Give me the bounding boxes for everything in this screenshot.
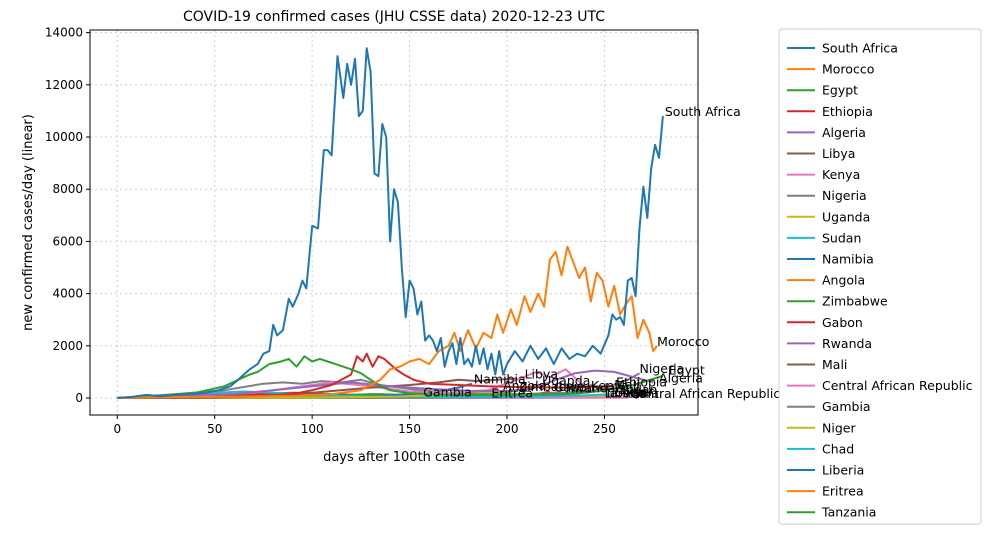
legend-entry-label: Tanzania: [821, 505, 876, 520]
legend-entry-label: Nigeria: [822, 188, 867, 203]
legend-entry-label: Kenya: [822, 167, 860, 182]
series-end-label: Uganda: [542, 373, 590, 388]
legend-entry-label: Gabon: [822, 315, 863, 330]
x-tick-label: 50: [207, 422, 222, 436]
series-line: [117, 245, 658, 399]
x-axis-ticks: 0 50 100 150 200 250: [113, 415, 616, 436]
x-tick-label: 250: [593, 422, 616, 436]
legend-entry-label: South Africa: [822, 41, 898, 56]
series-end-label: Algeria: [659, 370, 703, 385]
y-axis-ticks: 0 2000 4000 6000 8000 10000 12000 14000: [45, 26, 90, 405]
y-tick-label: 8000: [52, 182, 83, 196]
legend-entry-label: Sudan: [822, 230, 861, 245]
series-end-label: Mali: [614, 377, 639, 392]
legend-entry-label: Liberia: [822, 463, 864, 478]
series-end-label: Nigeria: [640, 361, 685, 376]
series-end-label: Libya: [525, 366, 558, 381]
series-end-label: Angola: [503, 378, 546, 393]
y-tick-label: 10000: [45, 130, 83, 144]
legend-entry-label: Eritrea: [822, 484, 864, 499]
legend-entry-label: Algeria: [822, 125, 866, 140]
legend: South Africa Morocco Egypt Ethiopia Algeria L…: [778, 28, 982, 525]
series-end-label: Tanzania: [603, 385, 658, 400]
series-line: [117, 352, 615, 399]
y-axis-label: new confirmed cases/day (linear): [21, 114, 36, 331]
series-end-label: Morocco: [657, 334, 709, 349]
legend-entry-label: Angola: [822, 273, 865, 288]
series-end-label: Central African Republic: [630, 386, 781, 401]
series-lines: [117, 47, 664, 399]
series-end-label: Gambia: [423, 385, 472, 400]
legend-entry-label: Zimbabwe: [822, 294, 888, 309]
legend-entry-label: Gambia: [822, 399, 871, 414]
y-tick-label: 2000: [52, 339, 83, 353]
legend-entry-label: Libya: [822, 146, 855, 161]
series-line: [117, 369, 654, 399]
legend-entry-label: Niger: [822, 420, 856, 435]
x-tick-label: 200: [496, 422, 519, 436]
series-end-label: Chad: [614, 385, 646, 400]
y-tick-label: 0: [75, 391, 83, 405]
legend-entry-label: Egypt: [822, 83, 858, 98]
legend-entry-label: Mali: [822, 357, 847, 372]
legend-entry-label: Ethiopia: [822, 104, 873, 119]
legend-entry-label: Namibia: [822, 252, 874, 267]
series-end-label: Sudan: [618, 382, 657, 397]
series-line: [117, 47, 664, 399]
legend-entry-label: Uganda: [822, 209, 870, 224]
legend-entry-label: Chad: [822, 441, 854, 456]
series-end-label: Egypt: [669, 363, 705, 378]
x-tick-label: 0: [113, 422, 121, 436]
y-tick-label: 14000: [45, 26, 83, 40]
grid: [90, 30, 698, 415]
legend-entry-label: Morocco: [822, 62, 874, 77]
series-end-label: Namibia: [474, 372, 526, 387]
legend-entry-label: Central African Republic: [822, 378, 973, 393]
series-end-label: Niger: [620, 384, 654, 399]
chart-title: COVID-19 confirmed cases (JHU CSSE data)…: [183, 9, 605, 25]
series-end-label: Kenya: [591, 378, 629, 393]
series-end-label: Gabon: [554, 380, 595, 395]
series-end-label: Rwanda: [565, 380, 615, 395]
x-tick-label: 100: [301, 422, 324, 436]
x-tick-label: 150: [398, 422, 421, 436]
series-end-label: South Africa: [665, 104, 741, 119]
y-tick-label: 6000: [52, 234, 83, 248]
legend-box: [778, 28, 982, 525]
series-end-label: Eritrea: [491, 385, 533, 400]
series-end-label: Liberia: [604, 386, 646, 401]
x-axis-label: days after 100th case: [323, 450, 465, 465]
legend-entry-label: Rwanda: [822, 336, 872, 351]
y-tick-label: 4000: [52, 287, 83, 301]
series-end-label: Zimbabwe: [519, 379, 585, 394]
series-end-label: Ethiopia: [616, 374, 667, 389]
y-tick-label: 12000: [45, 78, 83, 92]
plot-frame: [89, 29, 699, 416]
series-line: [117, 355, 664, 399]
